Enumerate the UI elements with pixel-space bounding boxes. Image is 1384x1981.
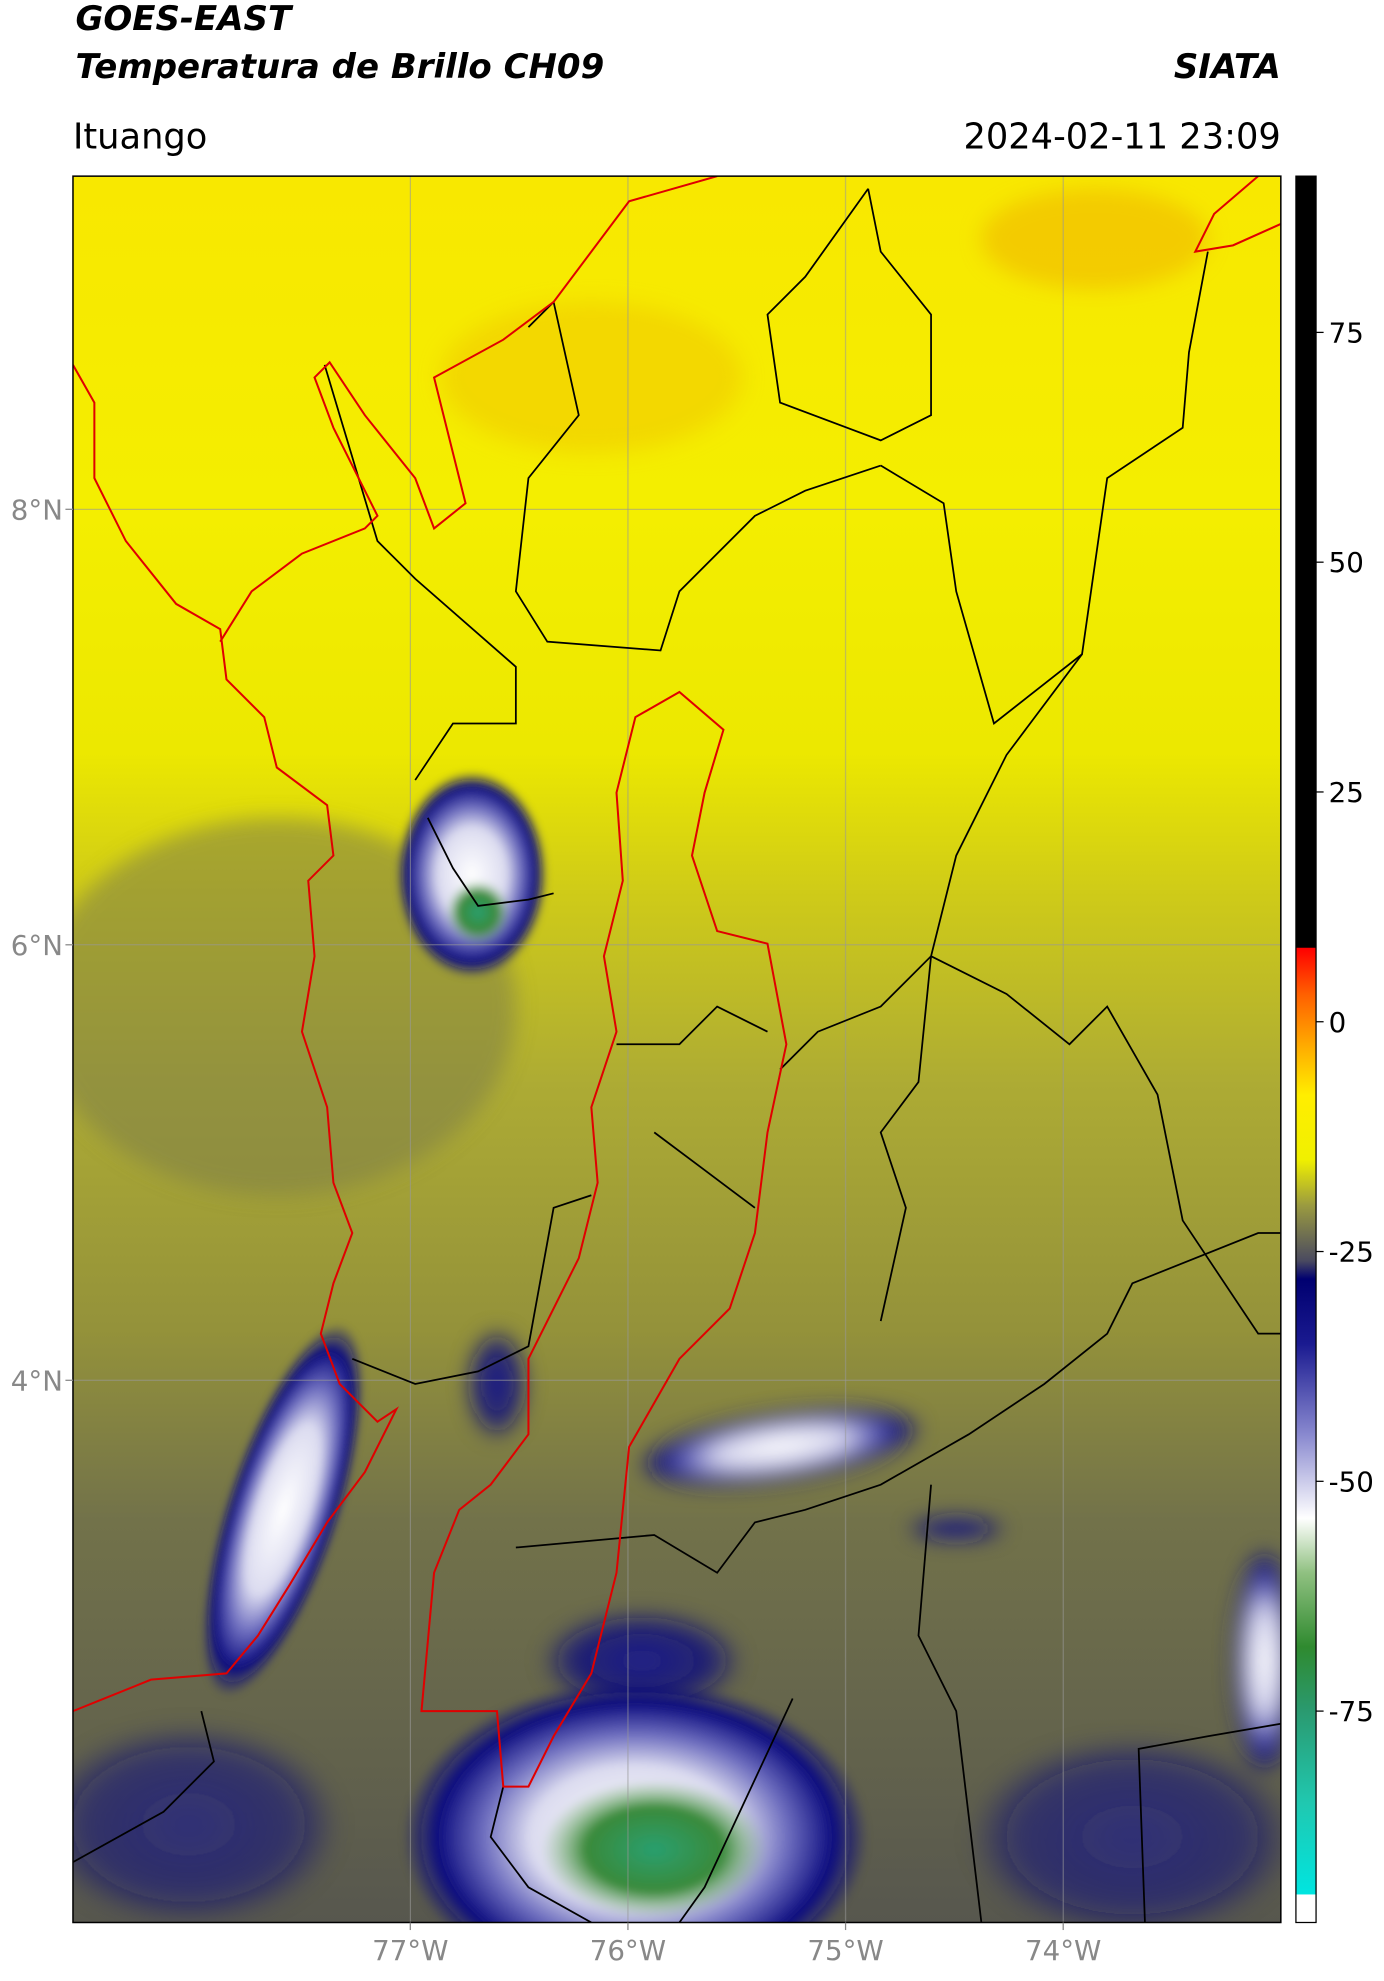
region: Ituango [73,116,207,157]
datetime: 2024-02-11 23:09 [963,116,1280,157]
colorbar-tick-label: -50 [1329,1465,1374,1498]
coastline [219,176,718,643]
coast-and-basin [72,176,1281,1788]
x-tick-label: 74°W [1025,1934,1101,1967]
brightness-field [72,176,1281,1923]
boundary [514,300,882,652]
boundary [426,817,554,907]
colorbar [1295,175,1317,1924]
boundary [351,1194,592,1385]
boundary [917,1484,983,1923]
x-tick-label: 75°W [807,1934,883,1967]
boundary [323,364,517,781]
boundary [72,1710,215,1863]
coastline [1193,176,1281,253]
colorbar-tick-label: -75 [1329,1695,1374,1728]
basin-outline [420,690,788,1788]
colorbar-tick-label: -25 [1329,1236,1374,1269]
boundary [678,1698,794,1923]
boundary [1137,1722,1281,1923]
boundary [930,955,1281,1335]
colorbar-tick-label: 0 [1329,1006,1347,1039]
boundary [515,1232,1281,1574]
subtitle: Temperatura de Brillo CH09 [75,47,604,87]
grid [72,176,1281,1923]
boundary [489,1786,592,1923]
boundary [766,188,932,442]
axes: 77°W 76°W 75°W 74°W 8°N 6°N 4°N 75 50 25 0 -25 -50 -7… [11,316,1374,1967]
colorbar-tick-label: 25 [1329,776,1364,809]
x-tick-label: 77°W [372,1934,448,1967]
colorbar-tick-label: 50 [1329,546,1364,579]
y-tick-label: 8°N [11,493,63,526]
colorbar-tick-label: 75 [1329,316,1364,349]
brand: SIATA [1174,47,1281,87]
coastline [72,364,399,1713]
map-frame [72,175,1282,1924]
boundary [616,1005,768,1046]
boundary [879,956,932,1322]
department-boundaries [72,188,1281,1923]
y-tick-label: 4°N [11,1364,63,1397]
x-tick-label: 76°W [590,1934,666,1967]
y-tick-label: 6°N [11,929,63,962]
boundary [653,1131,756,1209]
title: GOES-EAST [75,0,293,39]
